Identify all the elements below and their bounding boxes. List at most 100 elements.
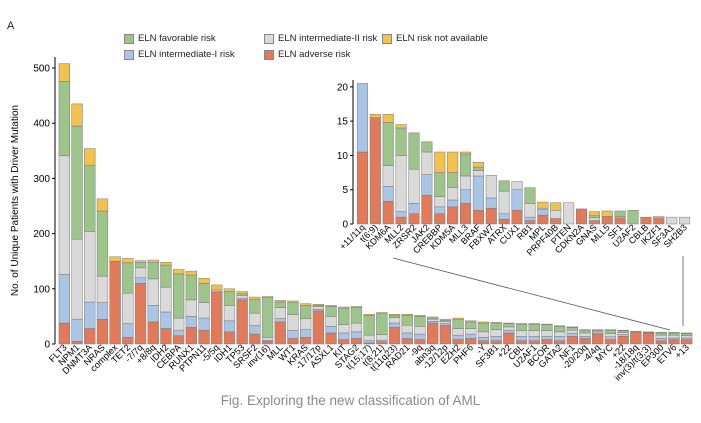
legend-label-intermediate-2: ELN intermediate-II risk [278, 33, 378, 44]
bar-y-fav [477, 322, 490, 333]
bar-17-17p-na [312, 304, 324, 306]
bar-cebpa-na [173, 269, 185, 275]
bar-idh2-adverse [160, 328, 172, 345]
bar-myc-na [604, 329, 617, 331]
bar-zrsr2-int2 [408, 168, 420, 204]
bar-8-8q-int2 [147, 278, 159, 306]
bar-dnmt3a-int2 [84, 231, 96, 303]
bar-inv-3-t-3-3-na [642, 331, 655, 333]
bar-crebbp-int2 [434, 196, 446, 208]
bar-idh1-int1 [223, 320, 236, 333]
bar-22-fav [503, 323, 515, 328]
bar-mll3-fav [459, 153, 472, 177]
bar-myc-int2 [604, 333, 617, 338]
bar-bcor-int2 [541, 330, 553, 337]
bar-wt1-na [287, 300, 299, 303]
bar-asxl1-int1 [325, 326, 337, 334]
bar-inv-16-fav [261, 297, 274, 338]
bar-phf6-int1 [465, 333, 477, 339]
bar-t-11q23-int1 [388, 322, 401, 328]
bar-phf6-int2 [465, 328, 477, 335]
bar-rad21-fav [401, 315, 413, 326]
bar-cbl-int2 [515, 330, 528, 337]
bar-fbxw7-int2 [485, 175, 497, 199]
bar-runx1-int2 [185, 299, 197, 317]
y-tick-label: 200 [33, 229, 50, 240]
bar-t-6-9-na [369, 114, 381, 118]
bar-asxl1-na [325, 305, 337, 307]
bar-t-11q23-int2 [388, 317, 401, 324]
bar-myc-fav [604, 329, 617, 334]
bar-stag2-na [350, 306, 363, 308]
bar-cbl-na [515, 323, 528, 325]
bar-t-11q23-na [388, 313, 401, 316]
category-label-13: +13 [673, 342, 691, 360]
y-tick-label: 15 [337, 117, 349, 128]
bar-kras-fav [300, 305, 312, 319]
bar-etv6-int2 [668, 334, 680, 339]
bar-srsf2-na [249, 296, 261, 300]
bar-5-5q-adverse [211, 291, 223, 345]
bar-sh2b3-int2 [679, 216, 691, 225]
bar-npm1-int2 [71, 238, 83, 320]
bar-kras-na [300, 303, 312, 306]
bar-u2af1-int2 [528, 330, 540, 337]
bar-nf1-na [566, 326, 578, 328]
bar-t-8-21-int2 [376, 334, 388, 341]
bar-nf1-int1 [566, 333, 578, 337]
bar-y-int1 [477, 337, 490, 341]
bar-npm1-int1 [71, 318, 83, 342]
bar-flt3-adverse [58, 322, 70, 345]
bar-ezh2-int2 [452, 328, 464, 336]
bar-asxl1-int2 [325, 316, 337, 327]
bar-t-11q23-fav [388, 315, 401, 318]
bar-17-17p-adverse [312, 310, 324, 345]
panel-label: A [7, 20, 15, 32]
bar-idh2-int2 [160, 286, 172, 313]
bar-22-int2 [617, 332, 629, 335]
legend-swatch-not-available [382, 34, 392, 44]
bar-braf-adverse [472, 210, 484, 225]
bar-atrx-fav [498, 180, 510, 192]
bar-nf1-fav [566, 327, 578, 331]
bar-sf3b1-int1 [490, 336, 502, 341]
bar-nras-adverse [96, 318, 109, 345]
bar-20-20q-fav [579, 329, 591, 334]
bar-mpl-int1 [537, 209, 549, 216]
bar-9q-na [414, 315, 426, 317]
bar-bcor-fav [541, 324, 553, 332]
figure-caption: Fig. Exploring the new classification of… [220, 393, 481, 408]
bar-phf6-na [465, 320, 477, 323]
bar-inv-16-na [261, 296, 274, 298]
bar-t-11q23-adverse [388, 327, 401, 345]
bar-crebbp-fav [434, 172, 446, 197]
bar-cblb-adverse [640, 216, 652, 225]
bar-y-int2 [477, 331, 490, 338]
bar-ep300-int1 [655, 338, 667, 341]
bar-9q-fav [414, 316, 426, 327]
legend-label-intermediate-1: ELN intermediate-I risk [138, 49, 235, 60]
bar-cebpa-int1 [173, 329, 185, 336]
bar-ep300-fav [655, 332, 667, 336]
bar-cux1-int1 [511, 189, 523, 211]
bar-u2af1-na [528, 323, 540, 325]
bar-kdm5a-int2 [447, 187, 459, 201]
bar-prpf40b-int2 [550, 210, 562, 219]
bar-flt3-int2 [58, 155, 70, 275]
bar-abn3q-adverse [427, 322, 439, 345]
bar-ptpn11-na [198, 278, 210, 284]
bar-t-8-21-fav [376, 313, 388, 335]
zoom-connector-left [392, 257, 671, 331]
bar-kit-int2 [338, 324, 350, 334]
bar-kdm5a-int1 [447, 199, 459, 208]
bar-mpl-na [537, 201, 549, 209]
y-tick-label: 5 [342, 185, 348, 196]
bar-nras-fav [96, 210, 109, 277]
legend-label-adverse: ELN adverse risk [278, 49, 351, 60]
bar-mll3-na [459, 151, 472, 155]
bar-rad21-int1 [401, 332, 413, 339]
bar-myc-int1 [604, 336, 617, 340]
y-tick-label: 500 [33, 64, 50, 75]
bar-idh2-na [160, 262, 172, 266]
bar-mll2-fav [395, 127, 407, 156]
